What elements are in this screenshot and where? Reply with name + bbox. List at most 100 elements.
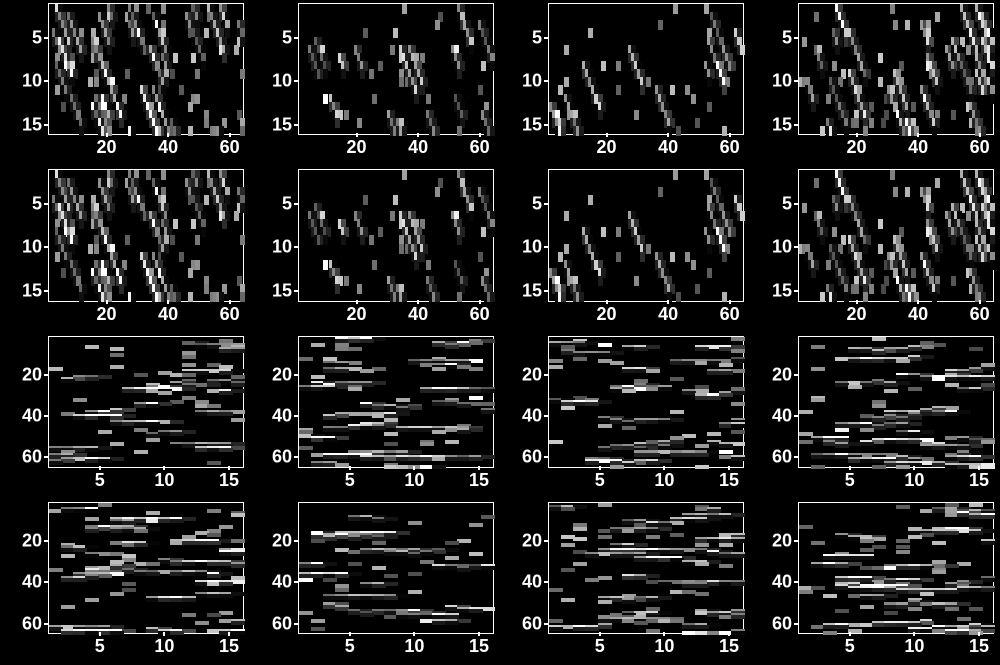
y-tick-label: 20 bbox=[250, 531, 292, 552]
x-tick-label: 5 bbox=[345, 470, 355, 491]
subplot-grid: 5101520406051015204060510152040605101520… bbox=[0, 0, 1000, 665]
y-tick-label: 40 bbox=[500, 406, 542, 427]
y-tick-label: 15 bbox=[0, 280, 42, 301]
x-tick-label: 40 bbox=[908, 137, 928, 158]
heatmap-plot bbox=[798, 502, 994, 634]
y-tick-label: 5 bbox=[500, 193, 542, 214]
y-tick-label: 10 bbox=[500, 237, 542, 258]
x-tick-label: 60 bbox=[720, 304, 740, 325]
x-tick-label: 60 bbox=[970, 137, 990, 158]
heatmap-plot bbox=[798, 3, 994, 135]
x-tick-label: 40 bbox=[658, 304, 678, 325]
x-tick-label: 40 bbox=[408, 137, 428, 158]
x-tick-label: 15 bbox=[469, 636, 489, 657]
y-tick-label: 20 bbox=[0, 364, 42, 385]
y-tick-label: 5 bbox=[250, 27, 292, 48]
heatmap-plot bbox=[298, 169, 494, 301]
y-tick-label: 15 bbox=[500, 280, 542, 301]
x-tick-label: 60 bbox=[720, 137, 740, 158]
heatmap-plot bbox=[48, 502, 244, 634]
y-tick-label: 40 bbox=[750, 406, 792, 427]
y-tick-label: 20 bbox=[750, 531, 792, 552]
y-tick-label: 5 bbox=[500, 27, 542, 48]
heatmap-plot bbox=[548, 502, 744, 634]
y-tick-label: 10 bbox=[500, 71, 542, 92]
y-tick-label: 15 bbox=[500, 114, 542, 135]
y-tick-label: 10 bbox=[0, 71, 42, 92]
x-tick-label: 60 bbox=[470, 304, 490, 325]
heatmap-plot bbox=[798, 336, 994, 468]
subplot-2-2: 20406051015 bbox=[500, 333, 750, 499]
x-tick-label: 5 bbox=[95, 636, 105, 657]
x-tick-label: 40 bbox=[908, 304, 928, 325]
x-tick-label: 20 bbox=[846, 137, 866, 158]
x-tick-label: 20 bbox=[596, 304, 616, 325]
y-tick-label: 20 bbox=[250, 364, 292, 385]
subplot-2-0: 20406051015 bbox=[0, 333, 250, 499]
x-tick-label: 20 bbox=[346, 137, 366, 158]
x-tick-label: 15 bbox=[219, 636, 239, 657]
subplot-2-1: 20406051015 bbox=[250, 333, 500, 499]
y-tick-label: 10 bbox=[250, 71, 292, 92]
heatmap-plot bbox=[48, 169, 244, 301]
subplot-1-2: 5 10 15 20 40 60 bbox=[500, 166, 750, 332]
heatmap-plot bbox=[298, 3, 494, 135]
y-tick-label: 15 bbox=[250, 280, 292, 301]
y-tick-label: 60 bbox=[500, 613, 542, 634]
x-tick-label: 10 bbox=[904, 636, 924, 657]
y-tick-label: 15 bbox=[750, 114, 792, 135]
x-tick-label: 40 bbox=[408, 304, 428, 325]
x-tick-label: 10 bbox=[904, 470, 924, 491]
heatmap-plot bbox=[298, 336, 494, 468]
heatmap-plot bbox=[548, 336, 744, 468]
x-tick-label: 20 bbox=[846, 304, 866, 325]
x-tick-label: 60 bbox=[220, 304, 240, 325]
x-tick-label: 5 bbox=[595, 636, 605, 657]
y-tick-label: 60 bbox=[500, 447, 542, 468]
x-tick-label: 15 bbox=[969, 636, 989, 657]
y-tick-label: 60 bbox=[750, 613, 792, 634]
y-tick-label: 60 bbox=[250, 613, 292, 634]
x-tick-label: 15 bbox=[969, 470, 989, 491]
x-tick-label: 5 bbox=[95, 470, 105, 491]
y-tick-label: 20 bbox=[500, 364, 542, 385]
subplot-3-0: 20406051015 bbox=[0, 499, 250, 665]
y-tick-label: 40 bbox=[500, 572, 542, 593]
y-tick-label: 40 bbox=[750, 572, 792, 593]
x-tick-label: 40 bbox=[158, 304, 178, 325]
subplot-3-2: 20 40 60 5 10 15 bbox=[500, 499, 750, 665]
x-tick-label: 10 bbox=[654, 470, 674, 491]
heatmap-plot bbox=[298, 502, 494, 634]
x-tick-label: 20 bbox=[96, 304, 116, 325]
y-tick-label: 60 bbox=[0, 613, 42, 634]
heatmap-plot bbox=[48, 3, 244, 135]
x-tick-label: 10 bbox=[654, 636, 674, 657]
x-tick-label: 10 bbox=[404, 636, 424, 657]
y-tick-label: 40 bbox=[250, 406, 292, 427]
x-tick-label: 15 bbox=[219, 470, 239, 491]
x-tick-label: 40 bbox=[658, 137, 678, 158]
y-tick-label: 60 bbox=[250, 447, 292, 468]
y-tick-label: 20 bbox=[500, 531, 542, 552]
y-tick-label: 40 bbox=[250, 572, 292, 593]
y-tick-label: 20 bbox=[750, 364, 792, 385]
y-tick-label: 5 bbox=[0, 193, 42, 214]
y-tick-label: 15 bbox=[250, 114, 292, 135]
y-tick-label: 60 bbox=[0, 447, 42, 468]
subplot-0-1: 5 10 15 20 40 60 bbox=[250, 0, 500, 166]
subplot-1-0: 5 10 15 20 40 60 bbox=[0, 166, 250, 332]
y-tick-label: 60 bbox=[750, 447, 792, 468]
x-tick-label: 15 bbox=[719, 636, 739, 657]
heatmap-plot bbox=[798, 169, 994, 301]
y-tick-label: 15 bbox=[0, 114, 42, 135]
x-tick-label: 5 bbox=[595, 470, 605, 491]
subplot-3-1: 20406051015 bbox=[250, 499, 500, 665]
x-tick-label: 20 bbox=[596, 137, 616, 158]
subplot-1-1: 51015204060 bbox=[250, 166, 500, 332]
y-tick-label: 5 bbox=[750, 27, 792, 48]
y-tick-label: 10 bbox=[750, 71, 792, 92]
x-tick-label: 60 bbox=[470, 137, 490, 158]
y-tick-label: 10 bbox=[0, 237, 42, 258]
subplot-0-3: 5 10 15 20 40 60 bbox=[750, 0, 1000, 166]
x-tick-label: 10 bbox=[154, 636, 174, 657]
